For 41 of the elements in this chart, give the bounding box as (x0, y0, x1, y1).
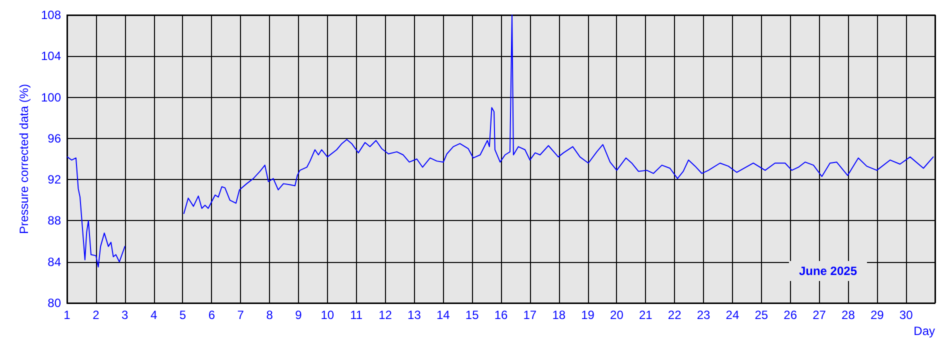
y-tick-label: 96 (48, 131, 62, 146)
x-tick-label: 16 (494, 308, 508, 322)
x-tick-label: 19 (581, 308, 595, 322)
x-tick-label: 30 (899, 308, 914, 322)
x-tick-label: 9 (295, 308, 302, 322)
x-tick-label: 13 (408, 308, 422, 322)
x-tick-label: 7 (237, 308, 244, 322)
x-tick-label: 27 (812, 308, 826, 322)
x-tick-label: 15 (465, 308, 480, 322)
x-tick-label: 6 (208, 308, 216, 322)
x-tick-label: 14 (436, 308, 450, 322)
x-tick-label: 17 (523, 308, 537, 322)
x-tick-label: 11 (350, 308, 363, 322)
x-tick-label: 24 (726, 308, 740, 322)
x-tick-label: 21 (638, 308, 653, 322)
y-tick-label: 84 (48, 254, 62, 269)
y-tick-label: 104 (40, 49, 62, 64)
x-tick-label: 29 (870, 308, 884, 322)
x-tick-label: 8 (266, 308, 274, 322)
x-tick-label: 2 (92, 308, 100, 322)
x-tick-label: 5 (179, 308, 186, 322)
y-tick-label: 92 (48, 172, 62, 187)
x-tick-label: 4 (150, 308, 158, 322)
annotation: June 2025 (798, 264, 858, 278)
x-tick-label: 1 (64, 308, 71, 322)
x-tick-label: 25 (754, 308, 768, 322)
y-tick-label: 108 (40, 8, 62, 22)
x-tick-label: 20 (610, 308, 624, 322)
y-tick-label: 100 (40, 90, 62, 104)
y-tick-label: 80 (48, 296, 62, 310)
y-tick-label: 88 (48, 214, 62, 228)
x-tick-label: 12 (378, 308, 392, 322)
x-tick-label: 18 (552, 308, 566, 322)
y-axis-title: Pressure corrected data (%) (17, 84, 32, 234)
x-tick-label: 10 (320, 308, 334, 322)
x-tick-label: 23 (696, 308, 711, 322)
x-tick-label: 3 (122, 308, 129, 322)
x-axis-title: Day (914, 324, 935, 338)
x-tick-label: 28 (842, 308, 856, 322)
x-tick-label: 26 (784, 308, 798, 322)
x-tick-label: 22 (668, 308, 682, 322)
